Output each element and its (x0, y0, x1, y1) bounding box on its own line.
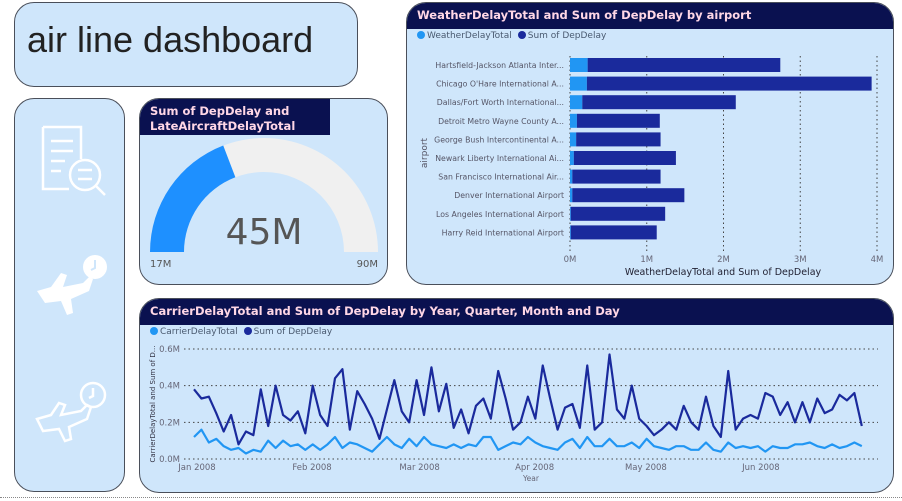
bar-chart: 0M 1M 2M 3M 4M Hartsfield-Jackson Atlanta Int… (420, 56, 884, 278)
legend-label: Sum of DepDelay (253, 327, 333, 337)
bar-depdelay (576, 132, 661, 147)
nav-panel (14, 98, 125, 492)
bar-weather (570, 95, 583, 110)
carrier-line-chart-card: CarrierDelayTotal and Sum of DepDelay by… (139, 298, 894, 493)
bar-depdelay (582, 95, 736, 110)
bar-weather (570, 206, 571, 221)
x-tick-label: Apr 2008 (515, 463, 554, 473)
x-tick-label: May 2008 (625, 463, 667, 473)
legend-label: CarrierDelayTotal (160, 327, 238, 337)
line-carrier (193, 428, 863, 455)
x-tick-label: 1M (640, 255, 653, 265)
bar-depdelay (586, 76, 872, 91)
airport-label: George Bush Intercontinental A... (434, 135, 564, 144)
legend-depdelay[interactable]: Sum of DepDelay (517, 31, 607, 41)
airport-label: San Francisco International Air... (438, 173, 564, 182)
bar-chart-title: WeatherDelayTotal and Sum of DepDelay by… (407, 3, 893, 29)
bar-depdelay (572, 169, 661, 184)
airport-label: Dallas/Fort Worth International... (437, 98, 564, 107)
y-axis-title: CarrierDelayTotal and Sum of D... (149, 346, 157, 463)
bar-weather (570, 113, 577, 128)
legend-label: WeatherDelayTotal (427, 31, 512, 41)
y-axis-title: airport (420, 137, 430, 168)
legend-carrier[interactable]: CarrierDelayTotal (150, 327, 238, 337)
x-tick-label: Feb 2008 (292, 463, 331, 473)
line-chart: 0.0M 0.2M 0.4M 0.6M Jan 2008 Feb 2008 Mar 2008… (149, 345, 878, 483)
airport-label: Detroit Metro Wayne County A... (438, 117, 564, 126)
bar-depdelay (570, 206, 666, 221)
x-tick-label: 0M (564, 255, 577, 265)
bar-weather (570, 188, 573, 203)
title-panel: air line dashboard (14, 2, 358, 87)
x-tick-label: 3M (794, 255, 807, 265)
gauge-value: 45M (226, 212, 303, 253)
bar-weather (570, 151, 574, 165)
bar-depdelay (573, 151, 676, 165)
legend-label: Sum of DepDelay (527, 31, 607, 41)
airport-label: Denver International Airport (454, 191, 564, 200)
gauge-min-label: 17M (150, 259, 171, 270)
gauge-title: Sum of DepDelay and LateAircraftDelayTot… (140, 99, 330, 135)
gauge-max-label: 90M (357, 259, 378, 270)
y-tick-label: 0.2M (159, 418, 180, 428)
flight-departure-clock-icon[interactable] (31, 375, 111, 445)
airport-label: Newark Liberty International Ai... (435, 154, 564, 163)
bar-weather (570, 76, 587, 91)
report-search-icon[interactable] (35, 123, 115, 203)
x-tick-label: 2M (717, 255, 730, 265)
line-depdelay (193, 353, 863, 446)
line-legend: CarrierDelayTotal Sum of DepDelay (150, 327, 332, 337)
x-tick-label: 4M (871, 255, 884, 265)
airport-label: Chicago O'Hare International A... (436, 80, 564, 89)
gauge-card: Sum of DepDelay and LateAircraftDelayTot… (139, 98, 388, 285)
legend-depdelay[interactable]: Sum of DepDelay (243, 327, 333, 337)
bar-weather (570, 132, 577, 147)
airport-label: Los Angeles International Airport (436, 210, 564, 219)
bar-weather (570, 225, 571, 240)
page-divider (0, 497, 902, 498)
bar-depdelay (570, 225, 657, 240)
y-tick-label: 0.4M (159, 382, 180, 392)
line-chart-title: CarrierDelayTotal and Sum of DepDelay by… (140, 299, 893, 325)
y-tick-label: 0.0M (159, 455, 180, 465)
x-axis-title: WeatherDelayTotal and Sum of DepDelay (625, 267, 822, 278)
bar-weather (570, 58, 588, 72)
dashboard-title: air line dashboard (27, 19, 314, 60)
airport-label: Hartsfield-Jackson Atlanta Inter... (435, 61, 564, 70)
x-tick-label: Jun 2008 (741, 463, 780, 473)
airport-label: Harry Reid International Airport (442, 228, 564, 237)
flight-delay-clock-icon[interactable] (31, 249, 111, 319)
x-tick-label: Mar 2008 (399, 463, 439, 473)
x-tick-label: Jan 2008 (177, 463, 215, 473)
gauge-fill (150, 145, 236, 252)
x-axis-title: Year (522, 474, 540, 483)
y-tick-label: 0.6M (159, 345, 180, 355)
bar-legend: WeatherDelayTotal Sum of DepDelay (417, 31, 606, 41)
legend-weather[interactable]: WeatherDelayTotal (417, 31, 512, 41)
bar-depdelay (576, 113, 660, 128)
bar-depdelay (572, 188, 685, 203)
gauge-chart: 45M 17M 90M (150, 138, 378, 270)
airport-bar-chart-card: WeatherDelayTotal and Sum of DepDelay by… (406, 2, 894, 285)
bar-depdelay (587, 58, 781, 72)
bar-weather (570, 169, 573, 184)
